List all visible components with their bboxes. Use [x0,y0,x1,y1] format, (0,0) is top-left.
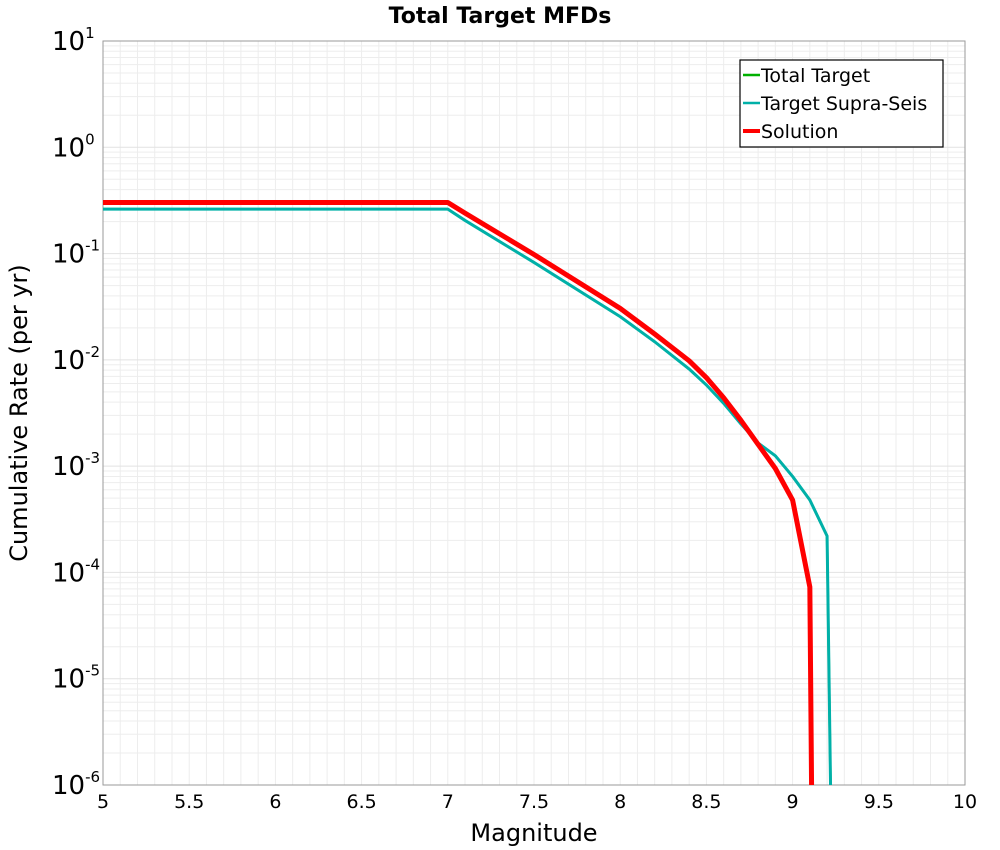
y-axis-label: Cumulative Rate (per yr) [5,264,33,562]
x-tick-labels: 5 5.5 6 6.5 7 7.5 8 8.5 9 9.5 10 [97,791,977,813]
legend-box [739,59,944,148]
x-tick-label: 7 [442,791,454,813]
x-tick-label: 9 [787,791,799,813]
x-tick-label: 8 [614,791,626,813]
x-axis-label: Magnitude [470,819,597,847]
legend-label: Target Supra-Seis [760,93,927,115]
x-tick-label: 6 [269,791,281,813]
x-tick-label: 8.5 [691,791,721,813]
x-tick-label: 10 [953,791,977,813]
x-tick-label: 7.5 [519,791,549,813]
y-tick-label: 10-5 [52,662,100,695]
legend-label: Total Target [760,65,870,87]
y-tick-label: 100 [52,130,95,163]
series-line-target-supra-seis [103,207,833,786]
x-tick-label: 5 [97,791,109,813]
series-layer [103,200,833,786]
chart-title: Total Target MFDs [389,4,612,29]
grid [103,41,965,785]
x-tick-label: 5.5 [174,791,204,813]
legend: Total Target Target Supra-Seis Solution [739,59,944,148]
series-line-solution [103,200,815,786]
legend-label: Solution [761,121,838,143]
y-tick-label: 101 [52,24,95,57]
y-tick-label: 10-2 [52,343,100,376]
y-tick-label: 10-1 [52,237,100,270]
y-tick-labels: 10-6 10-5 10-4 10-3 10-2 10-1 100 101 [52,24,100,801]
y-tick-label: 10-4 [52,555,100,588]
x-tick-label: 6.5 [346,791,376,813]
y-tick-label: 10-6 [52,768,100,801]
x-tick-label: 9.5 [864,791,894,813]
plot-frame [102,40,966,786]
y-tick-label: 10-3 [52,449,100,482]
